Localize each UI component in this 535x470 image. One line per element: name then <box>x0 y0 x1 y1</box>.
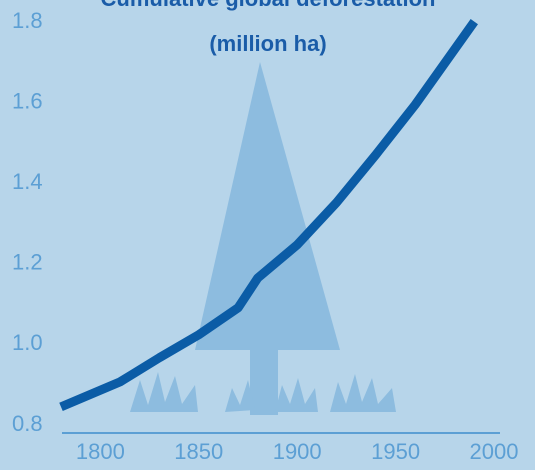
chart-subtitle: (million ha) <box>209 31 326 56</box>
grass <box>225 378 318 412</box>
tree-illustration <box>130 62 396 415</box>
y-tick-label: 1.2 <box>12 250 43 275</box>
data-line <box>59 18 478 412</box>
x-tick-label: 1900 <box>273 439 322 464</box>
grass <box>130 372 198 412</box>
y-tick-label: 0.8 <box>12 411 43 436</box>
x-tick-label: 1850 <box>174 439 223 464</box>
chart-title: Cumulative global deforestation <box>101 0 436 11</box>
x-tick-label: 1800 <box>76 439 125 464</box>
tree-crown <box>195 62 340 350</box>
y-tick-label: 1.4 <box>12 169 43 194</box>
x-tick-label: 1950 <box>371 439 420 464</box>
x-tick-label: 2000 <box>470 439 519 464</box>
grass <box>330 374 396 412</box>
y-tick-label: 1.6 <box>12 88 43 113</box>
y-tick-label: 1.8 <box>12 8 43 33</box>
tree-trunk <box>250 350 278 415</box>
y-tick-label: 1.0 <box>12 330 43 355</box>
